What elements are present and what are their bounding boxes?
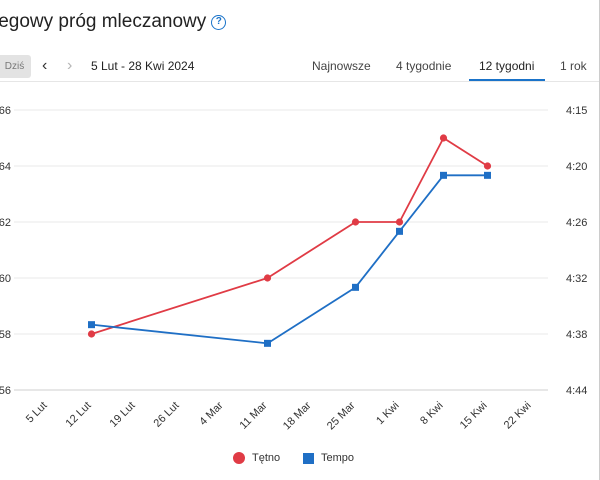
tab-1-year[interactable]: 1 rok bbox=[560, 59, 587, 73]
left-axis-tick-label: 64 bbox=[0, 161, 11, 173]
data-point bbox=[395, 218, 404, 226]
data-point bbox=[264, 339, 271, 347]
legend-label: Tętno bbox=[252, 452, 281, 464]
legend-item-heart-rate[interactable]: Tętno bbox=[233, 452, 280, 464]
data-point bbox=[263, 274, 272, 282]
page-title: iegowy próg mleczanowy bbox=[0, 11, 207, 32]
data-point bbox=[352, 283, 359, 291]
tab-latest[interactable]: Najnowsze bbox=[312, 59, 371, 73]
series-line-heart-rate bbox=[91, 137, 488, 335]
right-axis-tick-label: 4:20 bbox=[566, 161, 587, 173]
x-axis-tick-label: 22 Kwi bbox=[502, 400, 534, 432]
data-point bbox=[396, 227, 403, 235]
x-axis-tick-label: 25 Mar bbox=[325, 399, 358, 432]
left-axis-tick-label: 60 bbox=[0, 273, 11, 285]
today-button[interactable]: Dziś bbox=[0, 55, 31, 78]
series-line-pace bbox=[91, 174, 488, 345]
header: iegowy próg mleczanowy ? bbox=[0, 8, 227, 36]
left-axis-tick-label: 66 bbox=[0, 105, 11, 117]
help-circle-icon[interactable]: ? bbox=[211, 14, 227, 30]
legend-item-pace[interactable]: Tempo bbox=[303, 452, 354, 464]
x-axis-tick-label: 5 Lut bbox=[24, 400, 50, 426]
left-axis-tick-label: 56 bbox=[0, 385, 11, 397]
legend-label: Tempo bbox=[321, 452, 355, 464]
x-axis-tick-label: 12 Lut bbox=[64, 400, 94, 430]
data-point bbox=[483, 162, 492, 170]
x-axis-tick-label: 8 Kwi bbox=[418, 400, 446, 428]
x-axis-tick-label: 18 Mar bbox=[281, 399, 314, 432]
data-point bbox=[440, 171, 447, 179]
tab-12-weeks[interactable]: 12 tygodni bbox=[479, 59, 535, 73]
left-axis-tick-label: 58 bbox=[0, 329, 11, 341]
active-tab-indicator bbox=[469, 79, 545, 81]
chevron-left-icon[interactable]: ‹ bbox=[42, 57, 48, 74]
tab-4-weeks[interactable]: 4 tygodnie bbox=[396, 59, 452, 73]
left-axis-tick-label: 62 bbox=[0, 217, 11, 229]
chart-legend: Tętno Tempo bbox=[0, 452, 600, 470]
data-point bbox=[439, 134, 448, 142]
x-axis-tick-label: 19 Lut bbox=[108, 400, 138, 430]
right-axis-tick-label: 4:38 bbox=[566, 329, 587, 341]
x-axis-tick-label: 4 Mar bbox=[197, 399, 226, 428]
data-point bbox=[87, 330, 96, 338]
legend-circle-marker bbox=[233, 452, 245, 464]
legend-square-marker bbox=[303, 452, 314, 464]
x-axis-tick-label: 1 Kwi bbox=[374, 400, 402, 428]
data-point bbox=[351, 218, 360, 226]
date-range-label: 5 Lut - 28 Kwi 2024 bbox=[91, 59, 195, 73]
x-axis-tick-label: 11 Mar bbox=[238, 399, 270, 431]
right-axis-tick-label: 4:26 bbox=[566, 217, 587, 229]
right-axis-tick-label: 4:44 bbox=[566, 385, 587, 397]
right-axis-tick-label: 4:15 bbox=[566, 105, 587, 117]
date-toolbar: Dziś ‹ › 5 Lut - 28 Kwi 2024 Najnowsze 4… bbox=[0, 55, 600, 81]
data-point bbox=[484, 171, 491, 179]
chevron-right-icon[interactable]: › bbox=[67, 57, 73, 74]
x-axis-tick-label: 15 Kwi bbox=[458, 400, 490, 432]
toolbar-divider bbox=[0, 81, 600, 82]
right-axis-tick-label: 4:32 bbox=[566, 273, 587, 285]
data-point bbox=[88, 321, 95, 329]
x-axis-tick-label: 26 Lut bbox=[152, 400, 182, 430]
